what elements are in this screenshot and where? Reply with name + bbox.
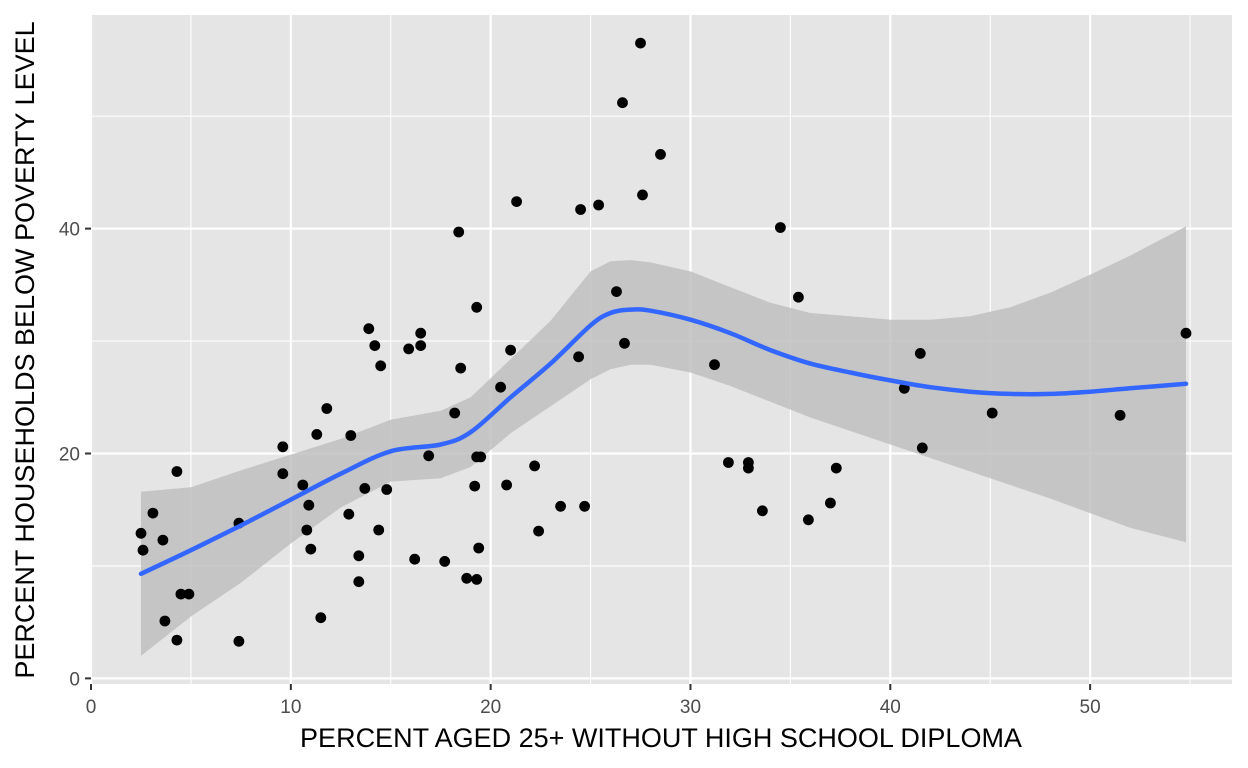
confidence-band <box>141 226 1186 656</box>
x-tick-label: 10 <box>280 697 301 718</box>
x-tick-label: 40 <box>880 697 901 718</box>
data-point <box>555 500 566 512</box>
data-point <box>803 514 814 526</box>
data-point <box>573 351 584 363</box>
data-points <box>135 37 1192 647</box>
data-point <box>353 550 365 562</box>
data-point <box>743 462 754 474</box>
data-point <box>579 500 590 512</box>
data-point <box>637 189 648 201</box>
y-axis-ticks <box>85 227 91 680</box>
data-point <box>469 480 481 492</box>
data-point <box>709 359 720 371</box>
data-point <box>475 451 487 463</box>
x-tick-label: 30 <box>680 697 701 718</box>
data-point <box>617 97 628 109</box>
data-point <box>415 340 427 351</box>
data-point <box>381 484 393 495</box>
data-point <box>757 505 768 517</box>
data-point <box>277 468 289 480</box>
data-point <box>635 37 646 49</box>
x-tick-label: 50 <box>1080 697 1101 718</box>
data-point <box>147 507 159 519</box>
data-point <box>501 479 512 491</box>
y-axis-title: PERCENT HOUSEHOLDS BELOW POVERTY LEVEL <box>10 21 40 678</box>
data-point <box>375 360 387 372</box>
data-point <box>305 543 317 555</box>
data-point <box>369 340 381 351</box>
data-point <box>593 199 604 211</box>
data-point <box>409 553 421 565</box>
data-point <box>353 576 365 588</box>
data-point <box>373 524 385 536</box>
data-point <box>1114 409 1126 421</box>
data-point <box>297 479 309 491</box>
data-point <box>453 226 465 238</box>
data-point <box>505 344 516 356</box>
data-point <box>233 635 245 647</box>
data-point <box>439 556 451 567</box>
data-point <box>611 286 622 297</box>
x-axis-title: PERCENT AGED 25+ WITHOUT HIGH SCHOOL DIP… <box>300 723 1022 753</box>
smooth-trend-line <box>138 307 1189 577</box>
data-point <box>157 534 169 546</box>
data-point <box>311 429 323 440</box>
data-point <box>825 497 836 509</box>
data-point <box>137 544 149 556</box>
data-point <box>471 301 483 313</box>
data-point <box>723 457 734 468</box>
data-point <box>171 466 183 477</box>
data-point <box>575 204 586 215</box>
data-point <box>471 574 483 585</box>
data-point <box>986 407 998 419</box>
y-tick-label: 20 <box>59 445 80 466</box>
data-point <box>423 450 435 462</box>
x-axis-ticks <box>90 684 1092 690</box>
data-point <box>277 441 289 453</box>
x-tick-label: 0 <box>86 697 97 718</box>
data-point <box>655 149 666 160</box>
data-point <box>495 381 506 393</box>
data-point <box>1180 327 1192 339</box>
x-tick-label: 20 <box>480 697 501 718</box>
data-point <box>183 588 195 600</box>
data-point <box>916 442 928 454</box>
data-point <box>359 483 371 494</box>
data-point <box>511 196 522 208</box>
data-point <box>775 222 786 233</box>
y-axis-tick-labels: 0 20 40 <box>59 220 80 691</box>
data-point <box>315 612 327 624</box>
data-point <box>171 634 183 646</box>
data-point <box>529 460 540 472</box>
data-point <box>793 291 804 303</box>
data-point <box>533 525 544 537</box>
data-point <box>343 508 355 520</box>
y-tick-label: 0 <box>69 669 80 690</box>
data-point <box>473 542 485 554</box>
data-point <box>321 403 333 414</box>
data-point <box>461 572 473 584</box>
data-point <box>914 348 926 359</box>
data-point <box>415 327 427 339</box>
x-axis-tick-labels: 0 10 20 30 40 50 <box>86 697 1101 718</box>
y-tick-label: 40 <box>59 220 80 241</box>
data-point <box>830 462 842 474</box>
data-point <box>159 615 171 627</box>
data-point <box>135 527 147 539</box>
data-point <box>455 362 467 374</box>
data-point <box>175 588 187 600</box>
data-point <box>345 430 357 441</box>
data-point <box>301 524 313 536</box>
data-point <box>449 407 461 419</box>
data-point <box>403 343 415 355</box>
data-point <box>363 323 375 335</box>
data-point <box>619 337 630 349</box>
data-point <box>303 499 315 511</box>
